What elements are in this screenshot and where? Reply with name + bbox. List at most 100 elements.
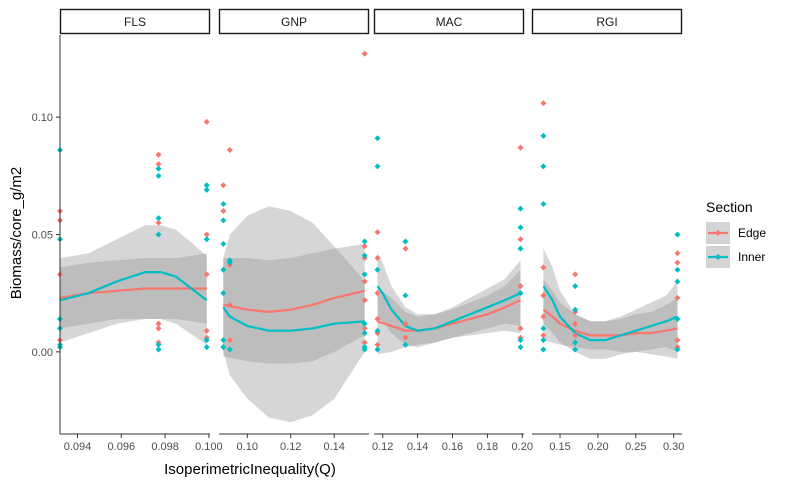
- data-point-inner: [361, 271, 368, 278]
- x-tick-label: 0.20: [512, 441, 533, 453]
- smooth-line-edge: [223, 289, 365, 314]
- data-point-edge: [517, 236, 524, 243]
- data-point-inner: [226, 259, 233, 266]
- data-point-inner: [220, 337, 227, 344]
- confidence-ribbon-inner: [377, 253, 521, 348]
- strip-box: [59, 8, 211, 35]
- data-point-inner: [374, 135, 381, 142]
- data-point-inner: [540, 132, 547, 139]
- x-tick-label: 0.12: [280, 441, 301, 453]
- confidence-ribbon-edge: [543, 279, 678, 359]
- x-tick-label: 0.098: [151, 441, 179, 453]
- data-point-edge: [674, 250, 681, 257]
- strip-box: [531, 8, 683, 35]
- panel-plot-area: [222, 206, 365, 423]
- data-point-edge: [361, 243, 368, 250]
- data-point-inner: [220, 290, 227, 297]
- data-point-inner: [220, 217, 227, 224]
- panel-plot-area: [376, 253, 521, 355]
- strip-box: [373, 8, 525, 35]
- smooth-line-edge: [377, 299, 521, 332]
- panel-plot-area: [542, 248, 678, 359]
- data-point-inner: [517, 205, 524, 212]
- x-tick-label: 0.15: [549, 441, 570, 453]
- data-point-inner: [361, 346, 368, 353]
- data-point-edge: [517, 283, 524, 290]
- y-tick-label: 0.05: [32, 230, 53, 242]
- x-tick-label: 0.30: [663, 441, 684, 453]
- data-point-inner: [674, 266, 681, 273]
- strip-label: RGI: [596, 15, 617, 29]
- data-point-edge: [361, 325, 368, 332]
- data-point-inner: [155, 346, 162, 353]
- panel-plot-area: [60, 225, 208, 345]
- data-point-inner: [203, 337, 210, 344]
- data-point-inner: [517, 290, 524, 297]
- data-point-edge: [361, 339, 368, 346]
- data-point-edge: [402, 245, 409, 252]
- x-tick-label: 0.100: [195, 441, 223, 453]
- data-point-inner: [220, 344, 227, 351]
- x-tick-label: 0.10: [237, 441, 258, 453]
- y-tick-label: 0.10: [32, 112, 53, 124]
- data-point-edge: [674, 294, 681, 301]
- data-point-inner: [402, 292, 409, 299]
- data-point-inner: [572, 346, 579, 353]
- strip-label: FLS: [124, 15, 146, 29]
- data-point-edge: [226, 301, 233, 308]
- legend-label-inner: Inner: [738, 250, 765, 264]
- data-point-edge: [203, 231, 210, 238]
- data-point-inner: [402, 341, 409, 348]
- data-point-inner: [540, 200, 547, 207]
- legend-title: Section: [706, 199, 753, 215]
- data-point-edge: [155, 151, 162, 158]
- data-point-edge: [374, 315, 381, 322]
- data-point-inner: [203, 186, 210, 193]
- facet-panel-rgi: RGI 0.15 0.20 0.25 0.30: [531, 8, 684, 453]
- facet-panel-gnp: GNP 0.10 0.12 0.14: [218, 8, 370, 453]
- data-point-edge: [226, 147, 233, 154]
- data-point-inner: [517, 344, 524, 351]
- data-point-edge: [540, 313, 547, 320]
- data-point-inner: [220, 200, 227, 207]
- data-point-edge: [203, 271, 210, 278]
- strip-label: GNP: [281, 15, 307, 29]
- x-tick-label: 0.20: [587, 441, 608, 453]
- x-tick-label: 0.18: [477, 441, 498, 453]
- data-point-edge: [220, 182, 227, 189]
- data-point-edge: [155, 325, 162, 332]
- data-point-inner: [155, 215, 162, 222]
- data-point-inner: [517, 337, 524, 344]
- data-point-edge: [674, 337, 681, 344]
- data-point-edge: [220, 208, 227, 215]
- data-point-inner: [572, 339, 579, 346]
- data-point-edge: [361, 297, 368, 304]
- data-point-inner: [674, 278, 681, 285]
- smooth-line-inner: [60, 271, 208, 302]
- data-point-edge: [361, 278, 368, 285]
- data-point-inner: [361, 330, 368, 337]
- data-point-inner: [402, 238, 409, 245]
- x-tick-label: 0.16: [442, 441, 463, 453]
- data-point-edge: [402, 334, 409, 341]
- data-point-edge: [572, 332, 579, 339]
- confidence-ribbon-inner: [60, 225, 207, 345]
- facet-panel-fls: FLS 0.094 0.096 0.098 0.100: [57, 8, 223, 453]
- data-point-inner: [374, 327, 381, 334]
- y-axis: 0.00 0.05 0.10: [32, 35, 682, 435]
- confidence-ribbon-inner: [543, 248, 678, 359]
- x-tick-label: 0.12: [372, 441, 393, 453]
- data-point-inner: [374, 163, 381, 170]
- data-point-inner: [374, 346, 381, 353]
- data-point-edge: [203, 118, 210, 125]
- data-point-inner: [220, 240, 227, 247]
- data-point-inner: [540, 163, 547, 170]
- data-point-edge: [674, 259, 681, 266]
- strip-label: MAC: [436, 15, 463, 29]
- facet-panel-mac: MAC 0.12 0.14 0.16 0.18 0.20: [372, 8, 533, 453]
- x-axis-title: IsoperimetricInequality(Q): [164, 461, 336, 478]
- data-point-inner: [674, 315, 681, 322]
- data-point-inner: [203, 344, 210, 351]
